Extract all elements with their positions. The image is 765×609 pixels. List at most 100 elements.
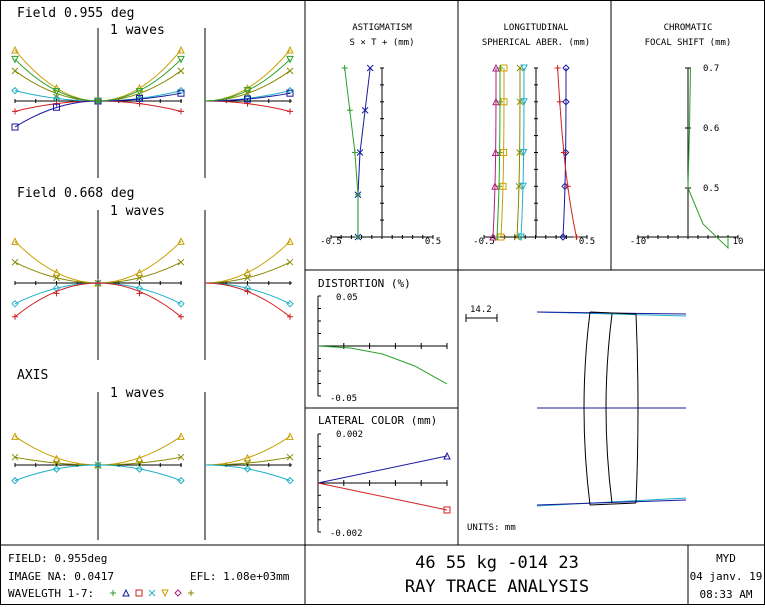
marker-stroke — [53, 274, 60, 282]
point-marker — [492, 63, 500, 72]
marker-stroke — [177, 258, 185, 266]
point-marker — [356, 149, 364, 156]
point-marker — [178, 108, 184, 115]
sagittal-curve — [204, 464, 291, 482]
marker-stroke — [11, 67, 19, 75]
point-marker — [52, 465, 61, 473]
lateral-title: LATERAL COLOR (mm) — [318, 414, 437, 427]
point-marker — [560, 149, 567, 156]
fan1-scale: 1 waves — [110, 23, 165, 38]
point-marker — [136, 274, 143, 282]
point-marker — [244, 288, 251, 295]
ray-fan-plots — [11, 28, 294, 540]
distortion-title: DISTORTION (%) — [318, 277, 411, 290]
point-marker — [562, 64, 570, 72]
point-marker — [177, 55, 185, 64]
lens-surface-back — [635, 313, 639, 504]
lsa-curve — [520, 67, 525, 238]
point-marker — [286, 432, 294, 440]
chrom-title: CHROMATIC — [664, 23, 713, 33]
point-marker — [53, 274, 60, 282]
distortion-plot — [317, 295, 448, 397]
point-marker — [286, 67, 294, 75]
point-marker — [517, 233, 525, 242]
point-marker — [177, 453, 185, 461]
chrom-y1: 0.7 — [703, 64, 719, 74]
ray-fan-3 — [11, 392, 294, 540]
point-marker — [559, 233, 567, 241]
lens-edge — [589, 502, 637, 506]
point-marker — [562, 98, 570, 106]
marker-stroke — [366, 64, 374, 72]
point-marker — [286, 45, 294, 54]
chrom-xmax: 10 — [733, 237, 744, 247]
point-marker — [286, 55, 294, 64]
distortion-curve — [317, 345, 448, 385]
lateral-ymin: -0.002 — [330, 529, 363, 539]
point-marker — [354, 234, 361, 240]
point-marker — [177, 300, 185, 308]
point-marker — [177, 45, 185, 54]
lateral-curve — [317, 482, 448, 511]
lens-surface-front — [583, 311, 591, 506]
point-marker — [11, 476, 19, 485]
point-marker — [12, 313, 18, 320]
point-marker — [573, 234, 580, 240]
lsa-curve — [492, 67, 497, 238]
point-marker — [519, 182, 527, 191]
marker-stroke — [177, 67, 185, 75]
footer-designer: MYD — [716, 552, 736, 565]
point-marker — [243, 453, 252, 462]
point-marker — [177, 89, 185, 97]
footer-time: 08:33 AM — [700, 588, 753, 601]
marker-stroke — [11, 453, 19, 461]
point-marker — [11, 237, 19, 245]
astig-title: ASTIGMATISM — [352, 23, 412, 33]
chromatic-focal-shift-plot — [637, 67, 739, 250]
point-marker — [361, 106, 369, 114]
point-marker — [244, 459, 251, 467]
ray-fan-2 — [11, 210, 294, 360]
point-marker — [366, 64, 374, 72]
lsa-xmin: -0.5 — [473, 237, 495, 247]
fan2-title: Field 0.668 deg — [17, 186, 134, 201]
marker-stroke — [136, 274, 143, 282]
marker-stroke — [53, 459, 60, 467]
point-marker — [519, 149, 528, 157]
astig-xmax: 0.5 — [425, 237, 441, 247]
point-marker — [341, 65, 348, 71]
point-marker — [561, 182, 569, 191]
footer-image-na: IMAGE NA: 0.0417 — [8, 570, 114, 583]
marker-stroke — [356, 149, 364, 156]
point-marker — [52, 454, 61, 463]
marker-stroke — [148, 589, 156, 597]
point-marker — [161, 589, 169, 598]
point-marker — [53, 459, 60, 467]
point-marker — [174, 589, 182, 597]
point-marker — [11, 258, 19, 266]
point-marker — [95, 280, 101, 286]
sagittal-curve — [204, 92, 291, 102]
chrom-subtitle: FOCAL SHIFT (mm) — [645, 38, 732, 48]
marker-stroke — [177, 453, 185, 461]
point-marker — [564, 183, 571, 190]
point-marker — [11, 55, 19, 64]
point-marker — [500, 98, 508, 106]
marker-stroke — [286, 453, 294, 461]
point-marker — [11, 123, 19, 131]
point-marker — [135, 454, 144, 463]
footer-date: 04 janv. 19 — [690, 570, 763, 583]
point-marker — [520, 64, 528, 73]
point-marker — [354, 191, 361, 198]
chrom-y2: 0.6 — [703, 124, 719, 134]
astig-subtitle: S × T + (mm) — [349, 38, 414, 48]
fan2-scale: 1 waves — [110, 204, 165, 219]
astig-xmin: -0.5 — [320, 237, 342, 247]
point-marker — [554, 65, 561, 71]
point-marker — [11, 300, 19, 308]
ray-fan-1 — [11, 28, 294, 178]
point-marker — [11, 45, 19, 54]
lens-surface-mid — [605, 313, 613, 504]
point-marker — [286, 453, 294, 461]
point-marker — [243, 268, 252, 277]
